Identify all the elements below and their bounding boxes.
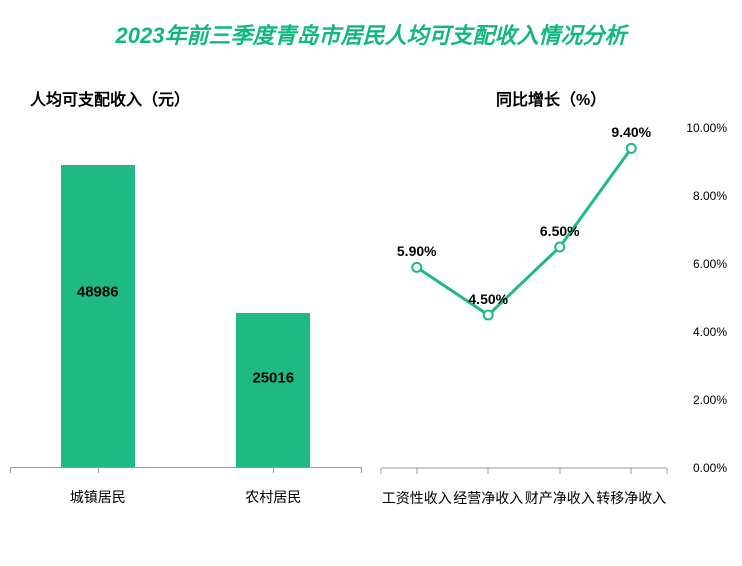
line-x-tick <box>381 468 382 474</box>
line-category-label: 经营净收入 <box>453 488 523 508</box>
line-category-label: 工资性收入 <box>382 488 452 508</box>
line-marker <box>555 243 564 252</box>
bar-value-label: 48986 <box>61 283 135 300</box>
line-path <box>417 148 632 315</box>
line-category-label: 财产净收入 <box>525 488 595 508</box>
charts-row: 人均可支配收入（元） 48986城镇居民25016农村居民 同比增长（%） 0.… <box>0 58 742 528</box>
bar: 25016农村居民 <box>236 313 310 467</box>
line-y-tick-label: 4.00% <box>693 325 727 339</box>
line-x-tick <box>667 468 668 474</box>
bar-category-label: 农村居民 <box>236 487 310 507</box>
line-x-tick <box>559 468 560 474</box>
line-svg <box>381 128 667 468</box>
bar-chart-panel: 人均可支配收入（元） 48986城镇居民25016农村居民 <box>10 58 371 528</box>
line-chart-subtitle: 同比增长（%） <box>496 86 606 110</box>
line-x-tick <box>488 468 489 474</box>
line-chart-panel: 同比增长（%） 0.00%2.00%4.00%6.00%8.00%10.00%5… <box>371 58 732 528</box>
line-marker <box>412 263 421 272</box>
line-x-tick <box>416 468 417 474</box>
bar-plot-area: 48986城镇居民 25016农村居民 <box>10 128 361 468</box>
line-value-label: 4.50% <box>468 291 508 307</box>
line-y-tick-label: 10.00% <box>686 121 727 135</box>
line-y-tick-label: 2.00% <box>693 393 727 407</box>
line-x-tick <box>631 468 632 474</box>
line-category-label: 转移净收入 <box>596 488 666 508</box>
line-marker <box>627 144 636 153</box>
line-y-tick-label: 0.00% <box>693 461 727 475</box>
line-marker <box>484 311 493 320</box>
bar-x-tick <box>273 467 274 473</box>
line-value-label: 5.90% <box>397 243 437 259</box>
bar-value-label: 25016 <box>236 369 310 386</box>
chart-title: 2023年前三季度青岛市居民人均可支配收入情况分析 <box>0 0 742 58</box>
bar-x-tick <box>98 467 99 473</box>
line-plot-area: 0.00%2.00%4.00%6.00%8.00%10.00%5.90%工资性收… <box>381 128 667 468</box>
line-y-tick-label: 6.00% <box>693 257 727 271</box>
bar-x-tick <box>361 467 362 473</box>
line-y-tick-label: 8.00% <box>693 189 727 203</box>
bar: 48986城镇居民 <box>61 165 135 467</box>
line-value-label: 6.50% <box>540 223 580 239</box>
bar-chart-subtitle: 人均可支配收入（元） <box>30 86 190 110</box>
bar-x-tick <box>10 467 11 473</box>
line-value-label: 9.40% <box>611 124 651 140</box>
bar-category-label: 城镇居民 <box>61 487 135 507</box>
